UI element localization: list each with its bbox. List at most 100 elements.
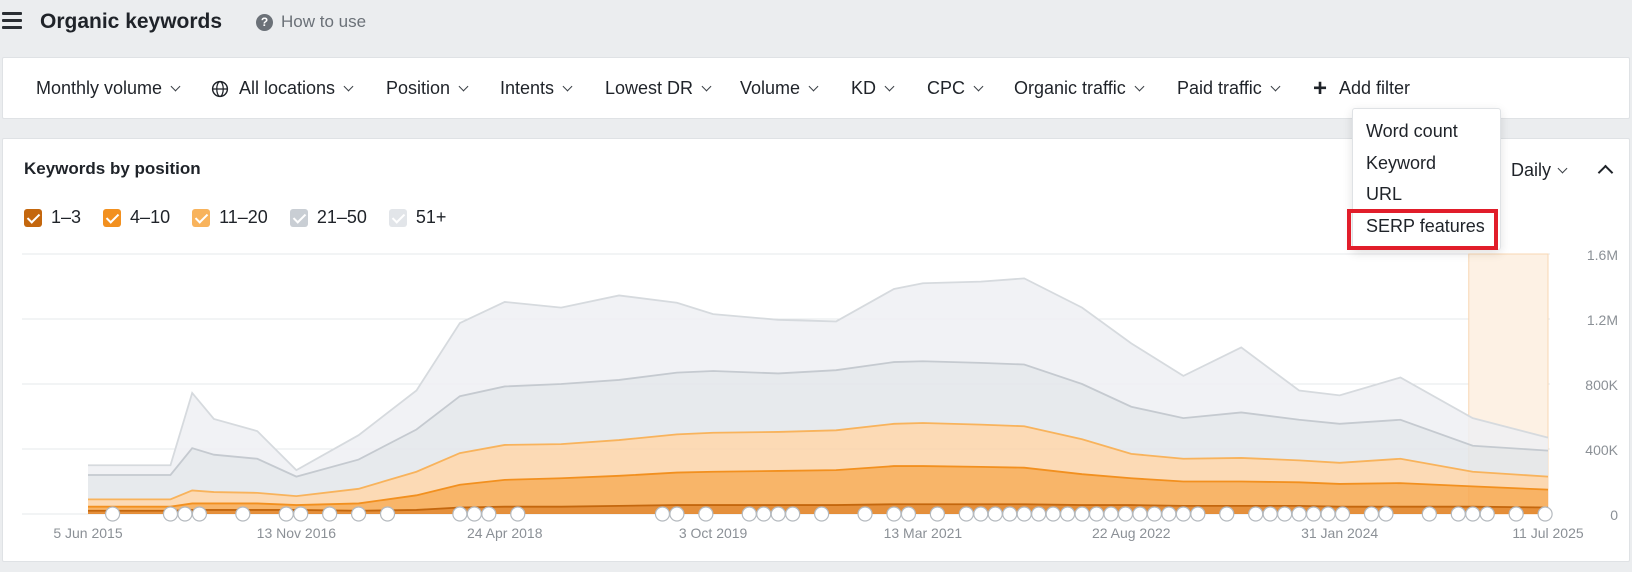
event-marker-icon <box>104 506 121 522</box>
x-tick-label: 31 Jan 2024 <box>1301 525 1378 541</box>
filter-paid-traffic[interactable]: Paid traffic <box>1177 78 1281 99</box>
checkbox-checked-icon[interactable] <box>192 208 211 227</box>
line-series-4 <box>88 277 1549 472</box>
event-marker-icon <box>1479 506 1495 522</box>
filter-label: Organic traffic <box>1014 78 1126 98</box>
y-tick-label: 0 <box>1610 507 1618 523</box>
dropdown-item-url[interactable]: URL <box>1366 184 1403 204</box>
event-marker-icon <box>1146 506 1163 522</box>
legend-label: 21–50 <box>316 207 367 227</box>
legend-label: 11–20 <box>219 207 268 227</box>
line-series-0 <box>88 503 1549 512</box>
checkbox-checked-icon[interactable] <box>388 208 407 227</box>
y-tick-label: 1.6M <box>1587 247 1618 263</box>
highlight-box <box>1347 209 1498 250</box>
checkbox-checked-icon[interactable] <box>103 208 122 227</box>
event-marker-icon <box>1465 506 1481 522</box>
interval-select[interactable]: Daily <box>1511 160 1568 181</box>
dropdown-item-serp-features[interactable]: SERP features <box>1366 216 1485 236</box>
filter-intents[interactable]: Intents <box>500 78 573 99</box>
plus-icon: + <box>1313 74 1328 102</box>
event-marker-icon <box>191 506 208 522</box>
event-marker-icon <box>900 506 917 522</box>
add-filter-dropdown: Word count Keyword URL SERP features <box>1352 108 1501 250</box>
event-marker-icon <box>293 506 309 522</box>
event-marker-icon <box>1190 506 1206 522</box>
dropdown-item-keyword[interactable]: Keyword <box>1366 153 1437 173</box>
x-tick-label: 24 Apr 2018 <box>467 525 543 541</box>
filter-position[interactable]: Position <box>386 78 469 99</box>
filter-label: Monthly volume <box>36 78 163 98</box>
filter-monthly-volume[interactable]: Monthly volume <box>36 78 181 99</box>
x-tick-label: 22 Aug 2022 <box>1092 525 1171 541</box>
legend-item-3[interactable]: 21–50 <box>289 207 367 228</box>
globe-icon <box>211 80 229 97</box>
area-series-1 <box>88 466 1548 511</box>
event-marker-icon <box>1334 506 1351 522</box>
filter-cpc[interactable]: CPC <box>927 78 984 99</box>
event-marker-icon <box>1262 506 1278 522</box>
legend-label: 1–3 <box>51 207 82 227</box>
event-marker-icon <box>235 506 251 522</box>
line-series-2 <box>88 422 1549 501</box>
filter-lowest-dr[interactable]: Lowest DR <box>605 78 712 99</box>
legend-item-0[interactable]: 1–3 <box>24 207 81 228</box>
event-marker-icon <box>1537 506 1553 522</box>
event-marker-icon <box>1305 506 1322 522</box>
event-marker-icon <box>654 506 671 522</box>
event-marker-icon <box>1002 506 1018 522</box>
event-marker-icon <box>1132 506 1148 522</box>
filter-label: All locations <box>239 78 336 98</box>
event-marker-icon <box>698 506 714 522</box>
event-marker-icon <box>510 506 526 522</box>
event-marker-icon <box>857 506 873 522</box>
y-tick-label: 400K <box>1585 442 1618 458</box>
event-marker-icon <box>1219 506 1235 522</box>
how-to-use-label: How to use <box>281 12 367 31</box>
page-title: Organic keywords <box>40 10 223 33</box>
legend-item-4[interactable]: 51+ <box>388 207 446 228</box>
y-tick-label: 800K <box>1585 377 1618 393</box>
filter-volume[interactable]: Volume <box>740 78 819 99</box>
menu-icon[interactable] <box>2 12 22 30</box>
checkbox-checked-icon[interactable] <box>289 208 308 227</box>
event-marker-icon <box>669 506 685 522</box>
filter-all-locations[interactable]: All locations <box>211 78 354 99</box>
filter-label: CPC <box>927 78 966 98</box>
add-filter-button[interactable]: + Add filter <box>1313 74 1410 102</box>
event-marker-icon <box>785 506 801 522</box>
event-marker-icon <box>1421 506 1437 522</box>
filter-kd[interactable]: KD <box>851 78 895 99</box>
filter-label: Paid traffic <box>1177 78 1262 98</box>
event-marker-icon <box>162 506 179 522</box>
event-marker-icon <box>1248 506 1264 522</box>
filter-organic-traffic[interactable]: Organic traffic <box>1014 78 1145 99</box>
legend-item-1[interactable]: 4–10 <box>103 207 170 228</box>
interval-label: Daily <box>1511 160 1552 180</box>
legend-item-2[interactable]: 11–20 <box>192 207 268 228</box>
how-to-use-link[interactable]: ? How to use <box>256 12 366 32</box>
checkbox-checked-icon[interactable] <box>24 208 42 227</box>
event-marker-icon <box>1016 506 1032 522</box>
event-marker-icon <box>1031 506 1047 522</box>
event-marker-icon <box>756 506 772 522</box>
chart-legend: 1–3 4–10 11–20 21–50 51+ <box>24 207 468 228</box>
event-marker-icon <box>987 506 1003 522</box>
event-marker-icon <box>1450 506 1466 522</box>
event-marker-icon <box>452 506 468 522</box>
top-bar: Organic keywords ? How to use <box>0 0 1632 50</box>
filter-label: KD <box>851 78 877 98</box>
x-tick-label: 3 Oct 2019 <box>679 525 748 541</box>
event-marker-icon <box>1074 506 1090 522</box>
event-marker-icon <box>1117 506 1134 522</box>
dropdown-item-word-count[interactable]: Word count <box>1366 121 1458 141</box>
line-series-3 <box>88 360 1549 478</box>
event-marker-icon <box>1175 506 1191 522</box>
event-marker-icon <box>1088 506 1105 522</box>
event-marker-icon <box>466 506 482 522</box>
event-marker-icon <box>481 506 497 522</box>
event-marker-icon <box>1291 506 1307 522</box>
event-marker-icon <box>1060 506 1076 522</box>
event-marker-icon <box>278 506 294 522</box>
